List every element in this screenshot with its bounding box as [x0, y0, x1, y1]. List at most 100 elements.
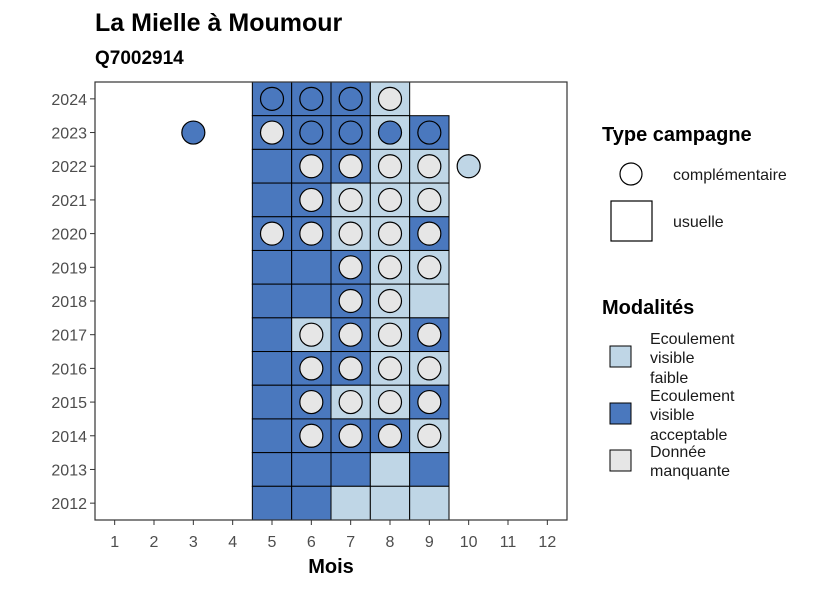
point-2022-7	[338, 154, 363, 179]
point-2024-5	[259, 86, 285, 111]
legend-key-circle	[619, 162, 643, 186]
point-2024-6	[299, 86, 324, 111]
tile-2019-5	[251, 249, 293, 285]
legend-modalites: Modalités Ecoulement visible faible Ecou…	[602, 297, 735, 480]
point-2023-6	[299, 120, 324, 145]
y-tick-label-2022: 2022	[51, 159, 87, 176]
point-2021-6	[299, 187, 324, 213]
y-tick-label-2014: 2014	[51, 429, 87, 446]
legend-label-manquante-line1: Donnée	[650, 444, 706, 461]
y-tick-label-2023: 2023	[51, 126, 87, 143]
tile-2013-7	[330, 452, 371, 487]
chart-subtitle: Q7002914	[95, 48, 184, 69]
legend-label-faible-line3: faible	[650, 370, 688, 387]
point-2020-7	[338, 221, 363, 246]
point-2021-8	[377, 187, 403, 213]
legend-type-label-complementaire: complémentaire	[673, 167, 787, 184]
point-2016-6	[299, 356, 324, 381]
tile-2013-9	[409, 452, 450, 487]
point-2024-8	[377, 86, 403, 111]
tile-2018-5	[251, 283, 293, 319]
tile-2021-5	[251, 182, 293, 218]
x-tick-label-8: 8	[386, 534, 395, 551]
legend-type-label-usuelle: usuelle	[673, 214, 724, 231]
legend-key-square	[610, 200, 653, 242]
tile-2022-5	[251, 148, 293, 184]
point-2022-9	[417, 154, 442, 179]
point-2023-3	[181, 120, 206, 145]
tile-2013-5	[251, 452, 293, 487]
point-2015-8	[377, 389, 403, 415]
y-tick-label-2019: 2019	[51, 260, 87, 277]
point-2022-10	[456, 154, 481, 179]
legend-type-campagne: Type campagne complémentaire usuelle	[602, 124, 787, 242]
point-2023-7	[338, 120, 363, 145]
point-2014-9	[417, 423, 442, 448]
point-2023-5	[259, 120, 285, 145]
tile-2012-5	[251, 485, 293, 521]
point-2020-8	[377, 221, 403, 246]
legend-label-acceptable-line3: acceptable	[650, 427, 727, 444]
point-2020-5	[259, 221, 285, 246]
tile-2012-7	[330, 485, 371, 521]
legend-type-title: Type campagne	[602, 124, 752, 146]
point-2017-8	[377, 322, 403, 347]
point-2018-7	[338, 288, 363, 314]
y-tick-label-2017: 2017	[51, 328, 87, 345]
point-2019-9	[417, 255, 442, 280]
point-2019-7	[338, 255, 363, 280]
tile-2018-9	[409, 283, 450, 319]
legend-modalites-title: Modalités	[602, 297, 694, 319]
point-2023-8	[377, 120, 403, 145]
x-tick-label-7: 7	[346, 534, 355, 551]
x-tick-label-1: 1	[110, 534, 119, 551]
x-tick-label-2: 2	[150, 534, 159, 551]
point-2020-6	[299, 221, 324, 246]
y-tick-label-2016: 2016	[51, 361, 87, 378]
y-tick-label-2012: 2012	[51, 496, 87, 513]
point-2017-9	[417, 322, 442, 347]
x-tick-label-5: 5	[268, 534, 277, 551]
point-2017-7	[338, 322, 363, 347]
point-2017-6	[299, 322, 324, 347]
tile-2014-5	[251, 418, 293, 454]
legend-label-faible-line2: visible	[650, 350, 695, 367]
legend-key-manquante	[609, 449, 632, 472]
x-tick-label-3: 3	[189, 534, 198, 551]
point-2014-8	[377, 423, 403, 448]
point-2015-6	[299, 389, 324, 415]
point-2019-8	[377, 255, 403, 280]
point-2024-7	[338, 86, 363, 111]
legend-label-faible-line1: Ecoulement	[650, 331, 735, 348]
x-tick-label-4: 4	[228, 534, 237, 551]
tile-2015-5	[251, 384, 293, 420]
chart-title: La Mielle à Moumour	[95, 9, 343, 37]
tile-2017-5	[251, 317, 293, 353]
y-tick-label-2020: 2020	[51, 227, 87, 244]
y-axis: 2024 2023 2022 2021 2020 2019 2018 2017 2016 2015…	[51, 92, 95, 513]
point-2022-8	[377, 154, 403, 179]
x-tick-label-6: 6	[307, 534, 316, 551]
tile-2012-8	[369, 485, 411, 521]
legend-label-manquante-line2: manquante	[650, 463, 730, 480]
point-2014-7	[338, 423, 363, 448]
x-tick-label-10: 10	[460, 534, 478, 551]
point-2018-8	[377, 288, 403, 314]
tile-2013-8	[369, 452, 411, 487]
point-2015-7	[338, 389, 363, 415]
point-2016-9	[417, 356, 442, 381]
tile-2016-5	[251, 351, 293, 386]
point-2016-8	[377, 356, 403, 381]
y-tick-label-2015: 2015	[51, 395, 87, 412]
legend-key-acceptable	[609, 402, 632, 425]
y-tick-label-2021: 2021	[51, 193, 87, 210]
point-2014-6	[299, 423, 324, 448]
point-2015-9	[417, 389, 442, 415]
x-axis-title: Mois	[308, 556, 354, 578]
legend-label-acceptable-line2: visible	[650, 407, 695, 424]
point-2020-9	[417, 221, 442, 246]
y-tick-label-2013: 2013	[51, 462, 87, 479]
y-tick-label-2018: 2018	[51, 294, 87, 311]
legend-key-faible	[609, 345, 632, 368]
